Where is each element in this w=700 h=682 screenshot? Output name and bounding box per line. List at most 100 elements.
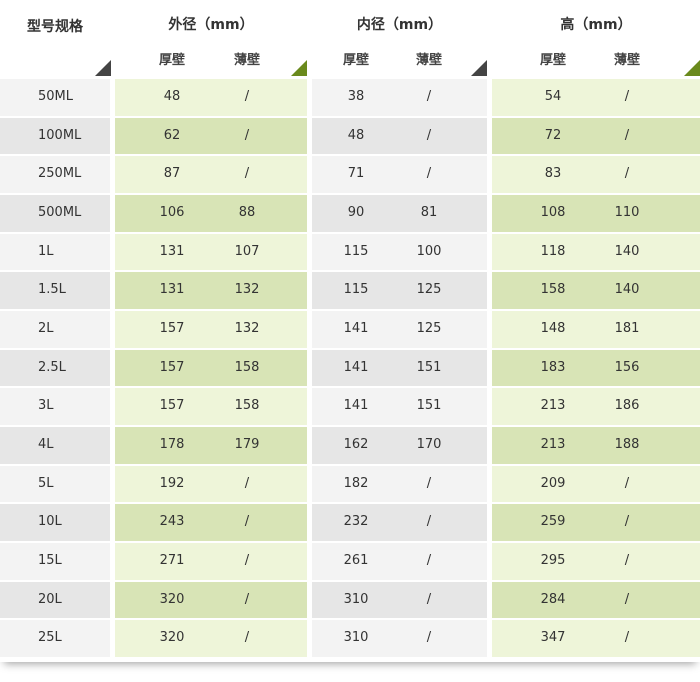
outer-thick-cell: 106: [159, 205, 185, 220]
cell-background: [115, 465, 307, 503]
height-thick-cell: 118: [540, 243, 566, 259]
height-thin-cell: 140: [614, 243, 640, 259]
outer-thick-cell: 157: [159, 321, 185, 337]
inner-thin-header: 薄壁: [415, 53, 442, 68]
cell-background: [0, 233, 110, 271]
cell-background: [115, 156, 307, 193]
corner-triangle: [471, 60, 487, 76]
model-cell: 50ML: [38, 89, 74, 104]
outer-diameter-header: 外径（mm）: [168, 17, 254, 33]
inner-thick-cell: 310: [343, 591, 369, 607]
outer-thin-cell: /: [244, 166, 250, 182]
height-thin-cell: 186: [614, 398, 640, 414]
cell-background: [0, 272, 110, 309]
cell-background: [115, 117, 307, 155]
outer-thick-cell: 131: [159, 243, 185, 259]
inner-thick-cell: 115: [343, 243, 369, 259]
outer-thin-cell: /: [244, 475, 250, 491]
outer-thick-cell: 320: [159, 591, 185, 607]
height-thick-header: 厚壁: [539, 53, 566, 68]
inner-thick-cell: 162: [343, 437, 369, 453]
height-thick-cell: 347: [540, 630, 566, 646]
cell-background: [492, 504, 700, 542]
outer-thin-cell: /: [244, 630, 250, 646]
cell-background: [492, 195, 700, 232]
cell-background: [492, 427, 700, 464]
inner-thick-cell: 232: [343, 514, 369, 530]
cell-background: [0, 117, 110, 155]
height-thin-cell: /: [624, 475, 630, 491]
inner-thick-cell: 310: [343, 630, 369, 646]
inner-thick-cell: 182: [343, 475, 369, 491]
outer-thin-cell: /: [244, 591, 250, 607]
height-thick-cell: 83: [544, 166, 562, 182]
cell-background: [492, 543, 700, 580]
cell-background: [312, 156, 487, 193]
outer-thin-cell: 88: [238, 205, 256, 220]
cell-background: [312, 388, 487, 426]
cell-background: [312, 427, 487, 464]
outer-thick-cell: 48: [163, 89, 181, 104]
outer-thick-cell: 157: [159, 398, 185, 414]
outer-thick-cell: 62: [163, 127, 181, 143]
cell-background: [115, 195, 307, 232]
cell-background: [115, 620, 307, 658]
cell-background: [492, 311, 700, 348]
inner-thin-cell: 151: [416, 359, 442, 375]
outer-thin-cell: 158: [234, 359, 260, 375]
inner-thin-cell: 170: [416, 437, 442, 453]
inner-diameter-header: 内径（mm）: [356, 17, 443, 33]
inner-thin-cell: /: [426, 591, 432, 607]
cell-background: [115, 311, 307, 348]
cell-background: [0, 504, 110, 542]
model-cell: 10L: [38, 514, 62, 530]
model-header: 型号规格: [27, 19, 83, 35]
cell-background: [0, 79, 110, 116]
cell-background: [312, 233, 487, 271]
inner-thick-cell: 261: [343, 553, 369, 569]
model-cell: 15L: [38, 553, 62, 569]
cell-background: [492, 349, 700, 387]
outer-thin-cell: /: [244, 553, 250, 569]
cell-background: [0, 311, 110, 348]
height-thick-cell: 158: [540, 282, 566, 298]
outer-thin-cell: /: [244, 514, 250, 530]
height-thick-cell: 148: [540, 321, 566, 337]
cell-background: [312, 195, 487, 232]
outer-thin-cell: 158: [234, 398, 260, 414]
cell-background: [115, 79, 307, 116]
height-thick-cell: 54: [544, 89, 562, 104]
inner-thin-cell: 151: [416, 398, 442, 414]
inner-thin-cell: /: [426, 475, 432, 491]
inner-thick-cell: 71: [347, 166, 365, 182]
height-thin-cell: /: [624, 553, 630, 569]
height-thick-cell: 213: [540, 437, 566, 453]
cell-background: [312, 504, 487, 542]
height-thick-cell: 72: [544, 127, 562, 143]
model-cell: 250ML: [38, 166, 82, 182]
inner-thick-cell: 141: [343, 359, 369, 375]
model-cell: 2.5L: [38, 359, 66, 375]
outer-thin-header: 薄壁: [233, 53, 260, 68]
height-thin-cell: /: [624, 514, 630, 530]
cell-background: [115, 427, 307, 464]
inner-thick-cell: 141: [343, 398, 369, 414]
height-thin-cell: /: [624, 127, 630, 143]
height-thin-cell: /: [624, 166, 630, 182]
cell-background: [0, 427, 110, 464]
height-thin-cell: /: [624, 630, 630, 646]
cell-background: [115, 233, 307, 271]
cell-background: [312, 465, 487, 503]
inner-thick-header: 厚壁: [342, 53, 369, 68]
height-thick-cell: 259: [540, 514, 566, 530]
inner-thick-cell: 141: [343, 321, 369, 337]
cell-background: [492, 388, 700, 426]
model-cell: 500ML: [38, 205, 82, 220]
cell-background: [312, 311, 487, 348]
height-thin-cell: /: [624, 89, 630, 104]
height-thin-cell: /: [624, 591, 630, 607]
cell-background: [0, 620, 110, 658]
inner-thin-cell: /: [426, 127, 432, 143]
inner-thin-cell: 125: [416, 282, 442, 298]
inner-thick-cell: 115: [343, 282, 369, 298]
